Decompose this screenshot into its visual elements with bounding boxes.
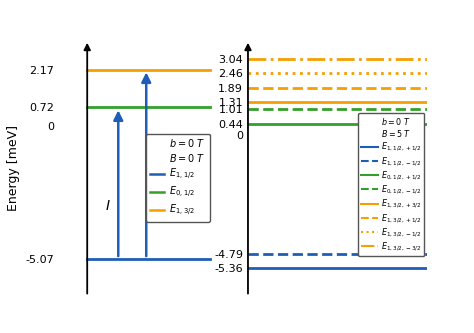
Text: I: I xyxy=(105,199,109,213)
Text: II: II xyxy=(155,186,163,200)
Legend: $b = 0$ T, $B = 5$ T, $E_{1,1/2,+1/2}$, $E_{1,1/2,-1/2}$, $E_{0,1/2,+1/2}$, $E_{: $b = 0$ T, $B = 5$ T, $E_{1,1/2,+1/2}$, … xyxy=(358,113,424,256)
Y-axis label: Energy [meV]: Energy [meV] xyxy=(7,125,20,211)
Legend: $b = 0$ T, $B = 0$ T, $E_{1,1/2}$, $E_{0,1/2}$, $E_{1,3/2}$: $b = 0$ T, $B = 0$ T, $E_{1,1/2}$, $E_{0… xyxy=(146,134,210,222)
